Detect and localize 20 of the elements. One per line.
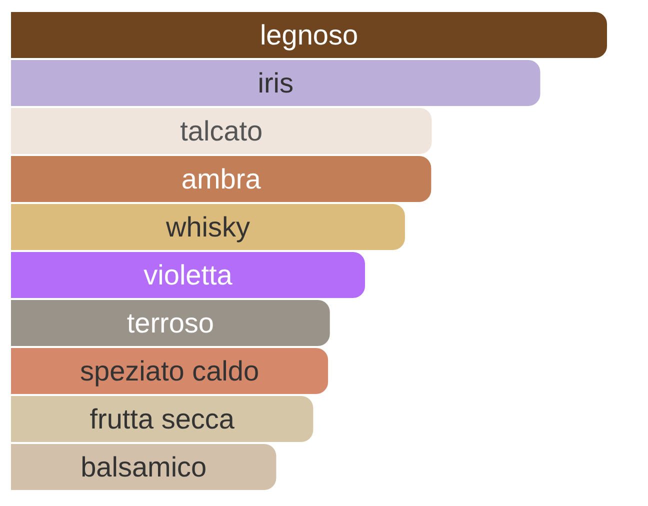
bar bbox=[11, 444, 276, 490]
bar bbox=[11, 12, 607, 58]
y-tick-label: terroso bbox=[126, 308, 214, 338]
bar bbox=[11, 300, 330, 346]
bar bbox=[11, 252, 366, 298]
bar bbox=[11, 108, 432, 154]
bar bbox=[11, 348, 328, 394]
y-tick-label: talcato bbox=[180, 116, 263, 146]
bar bbox=[11, 396, 314, 442]
y-tick-label: speziato caldo bbox=[80, 356, 260, 386]
y-tick-label: ambra bbox=[181, 164, 262, 194]
y-tick-label: frutta secca bbox=[90, 404, 235, 434]
y-tick-label: iris bbox=[258, 68, 294, 98]
y-tick-label: balsamico bbox=[80, 452, 207, 482]
bar bbox=[11, 60, 540, 106]
bar bbox=[11, 156, 432, 202]
y-tick-label: legnoso bbox=[260, 20, 358, 50]
y-tick-label: violetta bbox=[144, 260, 233, 290]
y-tick-label: whisky bbox=[164, 212, 250, 242]
bar bbox=[11, 204, 405, 250]
